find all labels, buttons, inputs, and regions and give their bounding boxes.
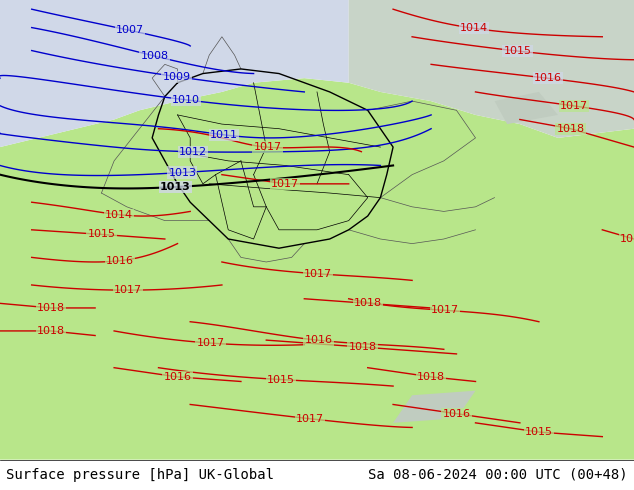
Text: 1010: 1010: [172, 95, 200, 105]
Text: 1017: 1017: [197, 338, 224, 348]
Text: 1009: 1009: [162, 72, 191, 82]
Text: 1016: 1016: [164, 372, 191, 382]
Text: 1017: 1017: [296, 414, 324, 424]
Text: Sa 08-06-2024 00:00 UTC (00+48): Sa 08-06-2024 00:00 UTC (00+48): [368, 468, 628, 482]
Text: 1017: 1017: [304, 269, 332, 279]
Text: 1016: 1016: [106, 256, 134, 266]
Text: 1018: 1018: [557, 123, 585, 134]
PathPatch shape: [393, 391, 476, 423]
Text: 1015: 1015: [503, 46, 531, 56]
Text: 1016: 1016: [443, 409, 470, 418]
Text: 1017: 1017: [114, 285, 142, 295]
Text: 1018: 1018: [349, 342, 377, 352]
Text: 1016: 1016: [534, 74, 562, 83]
Text: 1011: 1011: [210, 130, 238, 140]
Text: Surface pressure [hPa] UK-Global: Surface pressure [hPa] UK-Global: [6, 468, 275, 482]
Text: 1015: 1015: [87, 229, 115, 240]
Text: 1018: 1018: [37, 326, 65, 336]
Text: 1017: 1017: [271, 179, 299, 189]
Text: 1016: 1016: [304, 335, 333, 345]
Text: 1018: 1018: [417, 372, 445, 382]
Text: 1018: 1018: [354, 298, 382, 308]
Text: 1015: 1015: [525, 427, 553, 437]
Text: 1018: 1018: [37, 303, 65, 313]
Text: 1014: 1014: [460, 24, 488, 33]
Text: 1015: 1015: [267, 374, 295, 385]
Text: 1017: 1017: [560, 101, 588, 111]
Text: 1017: 1017: [620, 234, 634, 244]
Text: 1017: 1017: [254, 142, 281, 152]
Text: 1017: 1017: [431, 305, 459, 316]
Text: 1013: 1013: [169, 168, 197, 177]
Text: 1007: 1007: [115, 25, 144, 35]
Text: 1012: 1012: [179, 147, 207, 157]
Text: 1014: 1014: [105, 210, 133, 220]
Text: 1008: 1008: [141, 51, 169, 61]
Text: 1013: 1013: [160, 182, 191, 192]
PathPatch shape: [495, 92, 558, 124]
